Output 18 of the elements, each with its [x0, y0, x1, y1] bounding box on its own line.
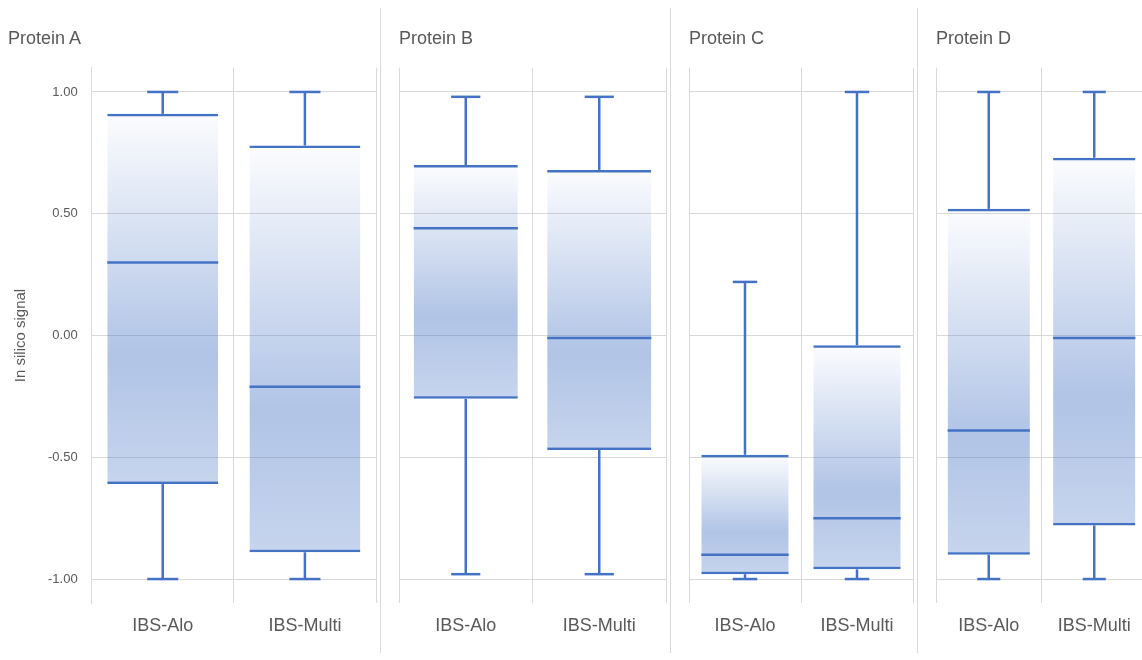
y-axis-title: In silico signal — [11, 288, 29, 383]
y-tick-label: -0.50 — [47, 448, 78, 464]
chart-title: Protein A — [8, 27, 82, 48]
y-tick-label: -1.00 — [47, 570, 78, 586]
x-tick-label: IBS-Alo — [435, 615, 497, 636]
x-tick-label: IBS-Alo — [958, 615, 1020, 636]
chart-title: Protein D — [936, 27, 1012, 48]
y-tick-label: 1.00 — [52, 83, 78, 99]
x-tick-label: IBS-Multi — [1057, 615, 1131, 636]
chart-title: Protein B — [399, 27, 474, 48]
chart-title: Protein C — [689, 27, 765, 48]
x-tick-label: IBS-Alo — [132, 615, 194, 636]
x-tick-label: IBS-Multi — [268, 615, 342, 636]
y-tick-label: 0.00 — [52, 327, 78, 343]
x-tick-label: IBS-Multi — [562, 615, 636, 636]
x-tick-label: IBS-Multi — [820, 615, 894, 636]
y-tick-label: 0.50 — [52, 205, 78, 221]
x-tick-label: IBS-Alo — [714, 615, 776, 636]
